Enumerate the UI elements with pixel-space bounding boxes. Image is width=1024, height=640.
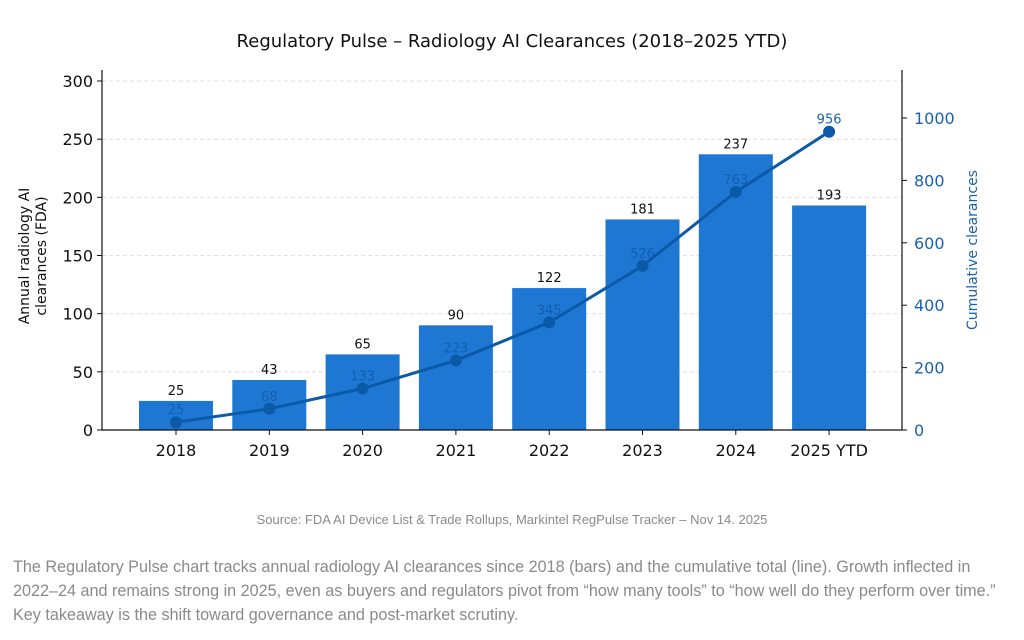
line-value-label: 763 bbox=[723, 173, 748, 188]
right-tick-label: 600 bbox=[914, 234, 945, 253]
line-point bbox=[636, 259, 649, 272]
axes bbox=[101, 70, 903, 431]
line-point bbox=[729, 185, 742, 198]
cumulative-line bbox=[175, 130, 830, 424]
left-axis-ticks: 0 50 100 150 200 250 300 bbox=[62, 72, 102, 440]
left-tick-label: 250 bbox=[62, 130, 93, 149]
source-note: Source: FDA AI Device List & Trade Rollu… bbox=[256, 512, 768, 527]
line-point bbox=[356, 382, 369, 395]
chart-caption: The Regulatory Pulse chart tracks annual… bbox=[13, 558, 996, 624]
x-tick-label: 2023 bbox=[622, 441, 663, 460]
bar-value-label: 90 bbox=[448, 308, 465, 323]
x-axis-ticks: 2018 2019 2020 2021 2022 2023 2024 2025 YTD bbox=[156, 430, 868, 460]
line-point bbox=[543, 316, 556, 329]
right-axis-label: Cumulative clearances bbox=[965, 170, 981, 330]
gridlines bbox=[102, 80, 902, 373]
left-tick-label: 300 bbox=[62, 72, 93, 91]
bar-value-label: 193 bbox=[817, 188, 842, 203]
left-tick-label: 200 bbox=[62, 188, 93, 207]
x-tick-label: 2019 bbox=[249, 441, 290, 460]
line-point bbox=[449, 354, 462, 367]
right-axis-ticks: 0 200 400 600 800 1000 bbox=[902, 109, 955, 440]
bar-value-label: 25 bbox=[168, 384, 185, 399]
x-tick-label: 2021 bbox=[436, 441, 477, 460]
x-tick-label: 2018 bbox=[156, 441, 197, 460]
line-point bbox=[263, 402, 276, 415]
right-tick-label: 1000 bbox=[914, 109, 955, 128]
line-value-label: 133 bbox=[350, 370, 375, 385]
line-value-label: 223 bbox=[443, 341, 468, 356]
right-tick-label: 0 bbox=[914, 421, 924, 440]
left-tick-label: 50 bbox=[73, 363, 93, 382]
bar-value-label: 237 bbox=[723, 137, 748, 152]
left-tick-label: 150 bbox=[62, 247, 93, 266]
bar-value-label: 43 bbox=[261, 363, 278, 378]
x-tick-label: 2025 YTD bbox=[790, 441, 868, 460]
bar-data-labels: 25 43 65 90 122 181 237 193 bbox=[168, 137, 842, 399]
x-tick-label: 2024 bbox=[715, 441, 756, 460]
line-value-label: 956 bbox=[817, 113, 842, 128]
bar-value-label: 122 bbox=[537, 271, 562, 286]
line-value-label: 526 bbox=[630, 247, 655, 262]
bar-value-label: 181 bbox=[630, 202, 655, 217]
line-point bbox=[823, 125, 836, 138]
bar bbox=[605, 219, 680, 430]
left-tick-label: 0 bbox=[83, 421, 93, 440]
combo-chart: Regulatory Pulse – Radiology AI Clearanc… bbox=[17, 31, 981, 460]
chart-title: Regulatory Pulse – Radiology AI Clearanc… bbox=[237, 31, 788, 52]
line-point bbox=[170, 416, 182, 429]
bar bbox=[512, 288, 587, 430]
left-tick-label: 100 bbox=[62, 305, 93, 324]
left-axis-label: Annual radiology AIclearances (FDA) bbox=[17, 188, 50, 325]
line-value-label: 68 bbox=[261, 390, 278, 405]
x-tick-label: 2020 bbox=[342, 441, 383, 460]
bar-value-label: 65 bbox=[354, 337, 371, 352]
bar-series bbox=[139, 154, 867, 431]
right-tick-label: 200 bbox=[914, 359, 945, 378]
bar bbox=[792, 205, 867, 430]
line-value-label: 345 bbox=[537, 303, 562, 318]
line-value-label: 25 bbox=[168, 403, 185, 418]
x-tick-label: 2022 bbox=[529, 441, 570, 460]
right-tick-label: 400 bbox=[914, 296, 945, 315]
line-series: 25 68 133 223 345 526 763 956 bbox=[168, 113, 842, 429]
right-tick-label: 800 bbox=[914, 171, 945, 190]
bar bbox=[698, 154, 773, 431]
bar bbox=[418, 325, 493, 430]
